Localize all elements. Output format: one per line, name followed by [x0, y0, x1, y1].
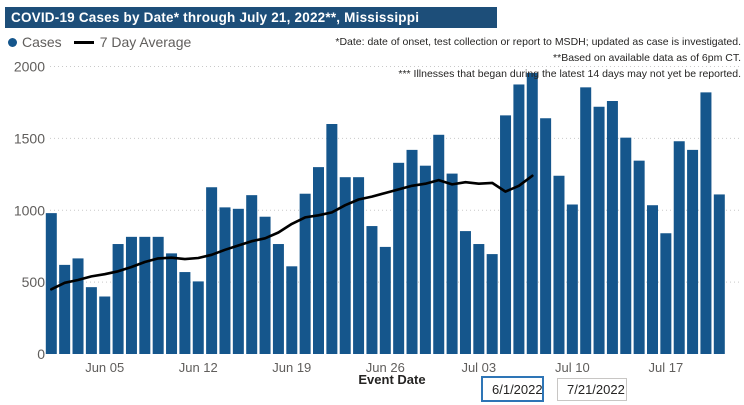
- cases-bar-jun-20[interactable]: [299, 193, 311, 354]
- cases-bar-jul-9[interactable]: [553, 175, 565, 354]
- x-tick-jul-10: Jul 10: [555, 360, 590, 375]
- x-tick-jun-26: Jun 26: [366, 360, 405, 375]
- cases-bar-jun-5[interactable]: [99, 296, 111, 355]
- footnote-date-definition: *Date: date of onset, test collection or…: [335, 36, 741, 48]
- cases-bar-jul-1[interactable]: [446, 173, 458, 354]
- cases-bar-jun-24[interactable]: [353, 177, 365, 354]
- cases-bar-jun-29[interactable]: [419, 165, 431, 354]
- x-tick-jun-05: Jun 05: [85, 360, 124, 375]
- x-axis-title: Event Date: [358, 372, 426, 387]
- cases-bar-jun-1[interactable]: [45, 213, 57, 354]
- y-tick-1500: 1500: [14, 130, 45, 146]
- cases-bar-jul-7[interactable]: [526, 72, 538, 354]
- cases-bar-jun-4[interactable]: [85, 287, 97, 354]
- cases-bar-jul-20[interactable]: [700, 92, 712, 354]
- footnotes: *Date: date of onset, test collection or…: [335, 34, 741, 82]
- cases-bar-jun-2[interactable]: [59, 264, 71, 354]
- cases-bar-jun-8[interactable]: [139, 236, 151, 354]
- cases-bar-jul-19[interactable]: [687, 149, 699, 354]
- cases-bar-jul-6[interactable]: [513, 84, 525, 354]
- cases-bar-jun-30[interactable]: [433, 134, 445, 354]
- cases-bar-jul-12[interactable]: [593, 106, 605, 354]
- chart-title: COVID-19 Cases by Date* through July 21,…: [5, 7, 497, 28]
- start-date-input[interactable]: [481, 376, 544, 402]
- x-tick-jun-19: Jun 19: [272, 360, 311, 375]
- cases-bar-jun-19[interactable]: [286, 266, 298, 354]
- y-tick-0: 0: [37, 346, 45, 362]
- cases-bar-jun-10[interactable]: [166, 253, 178, 354]
- cases-bar-jul-3[interactable]: [473, 244, 485, 354]
- cases-bar-jun-6[interactable]: [112, 244, 124, 354]
- footnote-latest-14-days: *** Illnesses that began during the late…: [398, 68, 741, 80]
- x-tick-jun-12: Jun 12: [179, 360, 218, 375]
- cases-bar-jun-21[interactable]: [313, 167, 324, 354]
- end-date-input[interactable]: [557, 378, 627, 401]
- cases-bar-jun-22[interactable]: [326, 124, 338, 354]
- cases-bar-jul-13[interactable]: [606, 101, 618, 354]
- cases-bar-jun-13[interactable]: [206, 187, 218, 354]
- x-tick-jul-03: Jul 03: [461, 360, 496, 375]
- cases-bar-jun-3[interactable]: [72, 258, 84, 354]
- cases-bar-jun-27[interactable]: [393, 162, 405, 354]
- seven-day-average-line: [49, 174, 534, 291]
- legend-average-label: 7 Day Average: [99, 34, 192, 50]
- footnote-data-as-of: **Based on available data as of 6pm CT.: [553, 52, 741, 64]
- legend: Cases 7 Day Average: [8, 33, 191, 51]
- cases-bar-jul-16[interactable]: [647, 205, 658, 354]
- cases-bar-jun-23[interactable]: [339, 177, 351, 354]
- cases-bar-jun-26[interactable]: [379, 246, 391, 354]
- cases-bar-jun-12[interactable]: [192, 281, 204, 354]
- cases-legend-dot-icon: [8, 37, 17, 47]
- y-tick-2000: 2000: [14, 59, 45, 75]
- cases-bar-jun-18[interactable]: [272, 244, 284, 354]
- cases-bar-jul-14[interactable]: [620, 137, 632, 354]
- cases-bar-jun-16[interactable]: [246, 195, 258, 354]
- cases-bar-jun-7[interactable]: [125, 236, 137, 354]
- cases-bar-jul-5[interactable]: [500, 115, 512, 354]
- average-legend-line-icon: [73, 40, 94, 44]
- cases-bar-jun-28[interactable]: [406, 149, 418, 354]
- x-tick-jul-17: Jul 17: [649, 360, 684, 375]
- cases-bar-jun-25[interactable]: [366, 226, 378, 354]
- cases-bar-jun-15[interactable]: [232, 208, 244, 354]
- cases-bar-jul-15[interactable]: [633, 160, 645, 354]
- cases-bar-jul-10[interactable]: [566, 204, 578, 355]
- cases-bar-jul-4[interactable]: [486, 254, 498, 354]
- cases-bar-jun-14[interactable]: [219, 207, 231, 354]
- y-tick-500: 500: [22, 274, 46, 290]
- cases-bar-jun-11[interactable]: [179, 272, 191, 354]
- legend-cases-label: Cases: [22, 34, 62, 50]
- cases-bar-jul-21[interactable]: [713, 194, 725, 354]
- cases-bar-jul-17[interactable]: [660, 233, 672, 354]
- cases-bar-jun-9[interactable]: [152, 236, 164, 354]
- cases-bar-jul-2[interactable]: [459, 231, 471, 354]
- cases-bar-jul-8[interactable]: [540, 118, 552, 354]
- cases-bar-jul-18[interactable]: [673, 141, 685, 354]
- cases-bar-jun-17[interactable]: [259, 216, 271, 354]
- y-tick-1000: 1000: [14, 202, 45, 218]
- cases-bar-jul-11[interactable]: [580, 87, 592, 354]
